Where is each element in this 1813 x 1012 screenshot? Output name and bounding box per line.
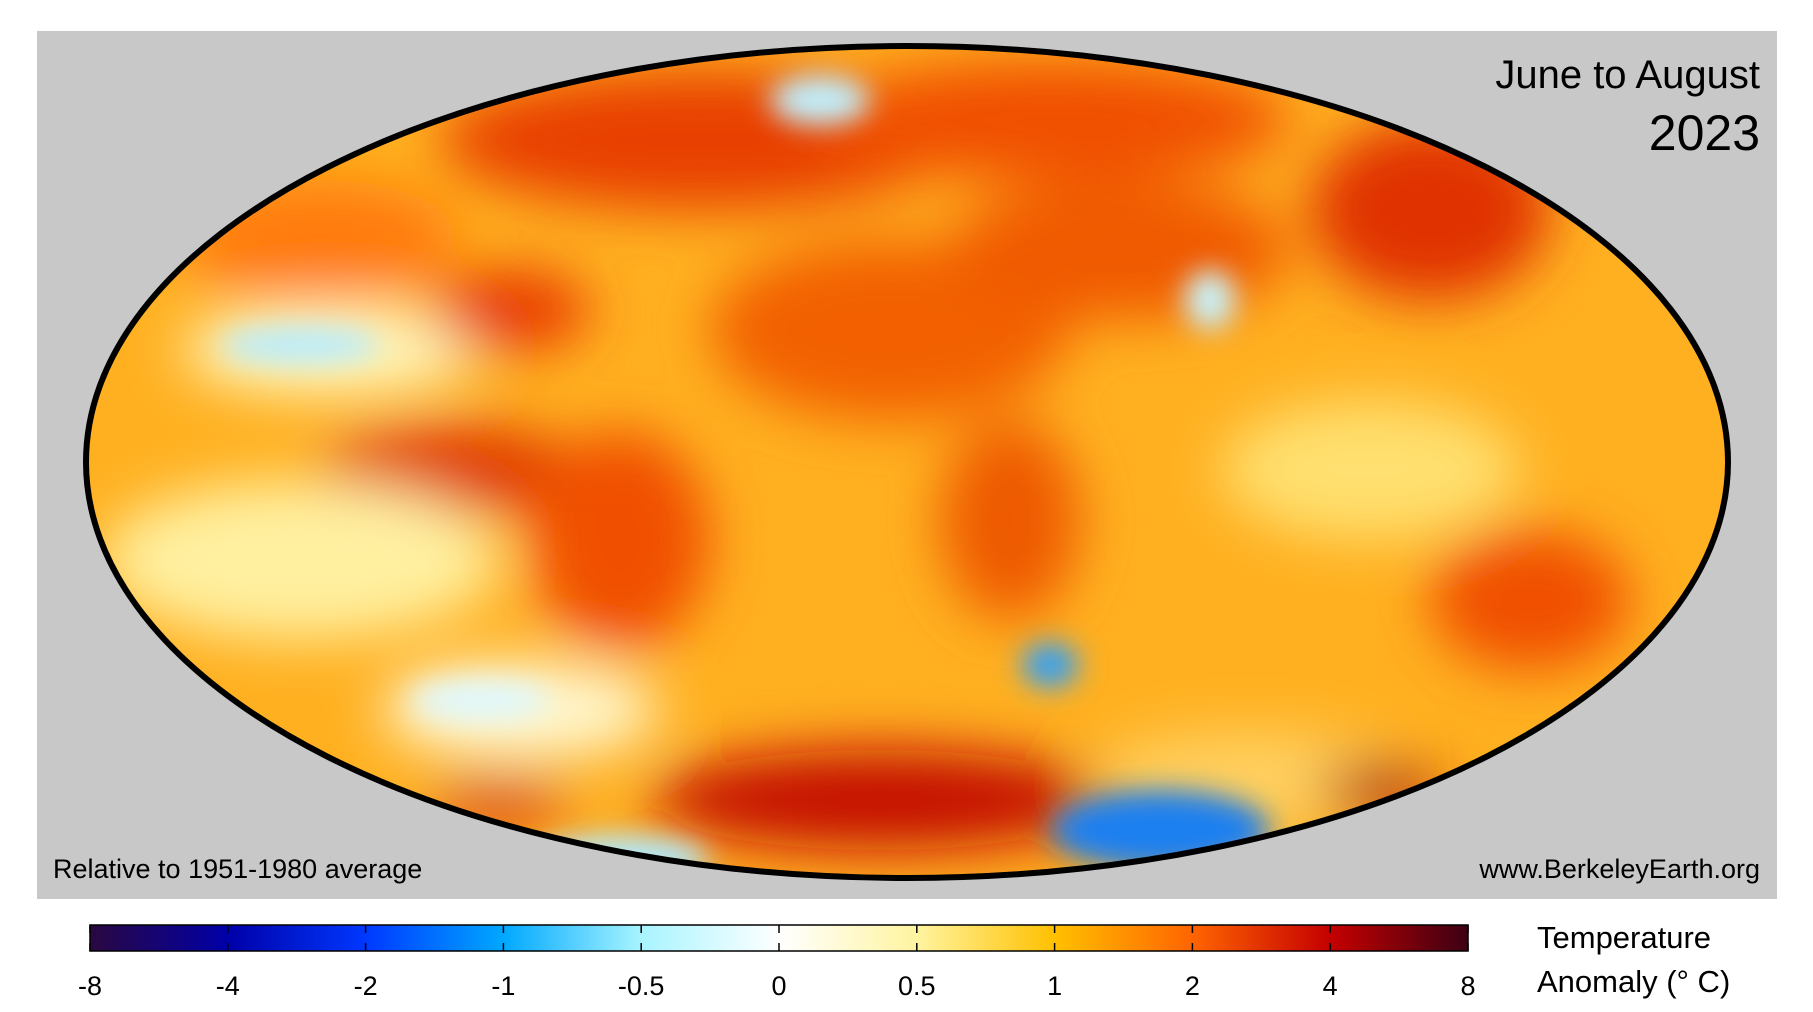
anomaly-field [86,46,1728,878]
colorbar-tick-label: 0.5 [898,971,936,1001]
colorbar-ticks: -8 -4 -2 -1 -0.5 0 0.5 1 2 4 8 [78,925,1476,1001]
colorbar-tick-label: -4 [216,971,240,1001]
globe-outline [83,43,1731,881]
colorbar-tick-label: -0.5 [618,971,665,1001]
colorbar-tick-label: 8 [1460,971,1475,1001]
colorbar-label: Anomaly (° C) [1537,964,1730,999]
map-year: 2023 [1649,105,1760,161]
colorbar-tick-label: 0 [771,971,786,1001]
colorbar-tick-label: 1 [1047,971,1062,1001]
colorbar-tick-label: -1 [491,971,515,1001]
colorbar-tick-label: 4 [1323,971,1338,1001]
map-title: June to August [1495,53,1760,97]
source: www.BerkeleyEarth.org [1478,854,1760,884]
colorbar-tick-label: -2 [354,971,378,1001]
colorbar-tick-label: 2 [1185,971,1200,1001]
colorbar-tick-label: -8 [78,971,102,1001]
colorbar-label: Temperature [1537,920,1711,955]
footnote: Relative to 1951-1980 average [53,854,422,884]
